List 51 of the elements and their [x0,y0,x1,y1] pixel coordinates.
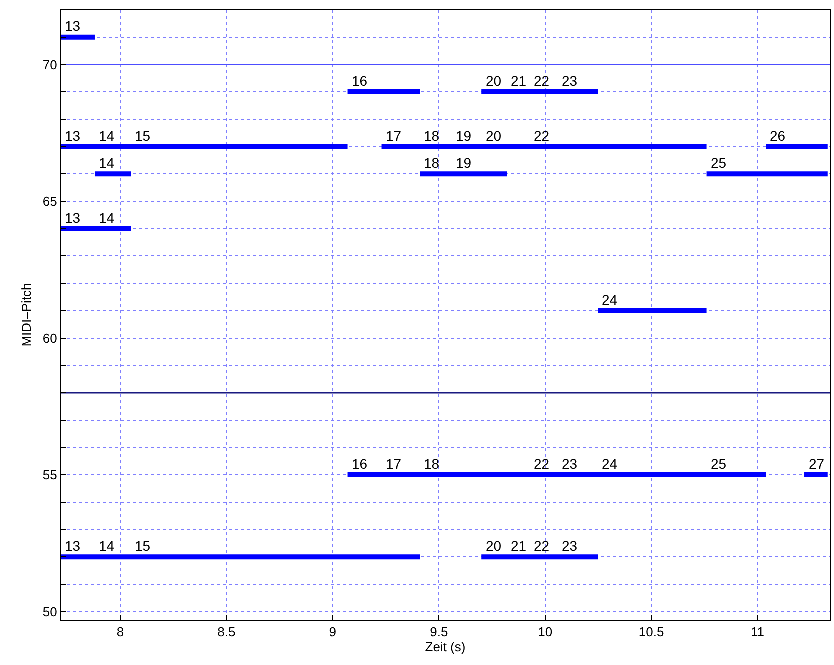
annotation: 16 [352,73,368,89]
annotation: 20 [486,538,502,554]
annotation: 13 [65,18,81,34]
annotation: 22 [534,128,550,144]
x-tick-label: 11 [751,624,765,640]
y-tick-label: 65 [42,194,58,210]
annotation: 20 [486,128,502,144]
annotation: 19 [456,128,472,144]
annotation: 24 [602,292,618,308]
y-tick-label: 55 [42,468,58,483]
x-axis-title: Zeit (s) [425,640,466,655]
annotation: 21 [511,538,527,554]
annotation: 14 [99,128,115,144]
annotation: 23 [562,538,578,554]
annotation: 16 [352,456,368,472]
annotation: 13 [65,128,81,144]
annotation: 17 [386,456,402,472]
annotation: 13 [65,538,81,554]
x-tick-label: 8 [116,624,124,640]
annotation: 26 [770,128,786,144]
annotation: 18 [424,128,440,144]
annotation: 18 [424,456,440,472]
annotation: 15 [135,538,151,554]
annotation: 13 [65,210,81,226]
y-tick-label: 50 [42,604,58,620]
x-tick-label: 10 [538,624,553,640]
x-tick-label: 8.5 [218,624,236,640]
annotation: 14 [99,155,115,171]
annotation: 22 [534,456,550,472]
annotation: 23 [562,456,578,472]
annotation: 21 [511,73,527,89]
annotation: 17 [386,128,402,144]
annotation: 14 [99,210,115,226]
y-tick-label: 70 [42,57,58,72]
y-tick-label: 60 [42,330,58,346]
annotation: 22 [534,538,550,554]
annotation: 14 [99,538,115,554]
annotation: 18 [424,155,440,171]
x-tick-label: 9.5 [430,624,448,640]
annotation: 24 [602,456,618,472]
annotation: 23 [562,73,578,89]
annotation: 22 [534,73,550,89]
x-tick-label: 9 [329,624,337,640]
annotation: 25 [711,155,727,171]
annotation: 19 [456,155,472,171]
annotation: 15 [135,128,151,144]
annotation: 20 [486,73,502,89]
x-tick-label: 10.5 [638,624,664,640]
y-axis-title: MIDI–Pitch [18,283,34,347]
annotation: 27 [809,456,825,472]
annotation: 25 [711,456,727,472]
